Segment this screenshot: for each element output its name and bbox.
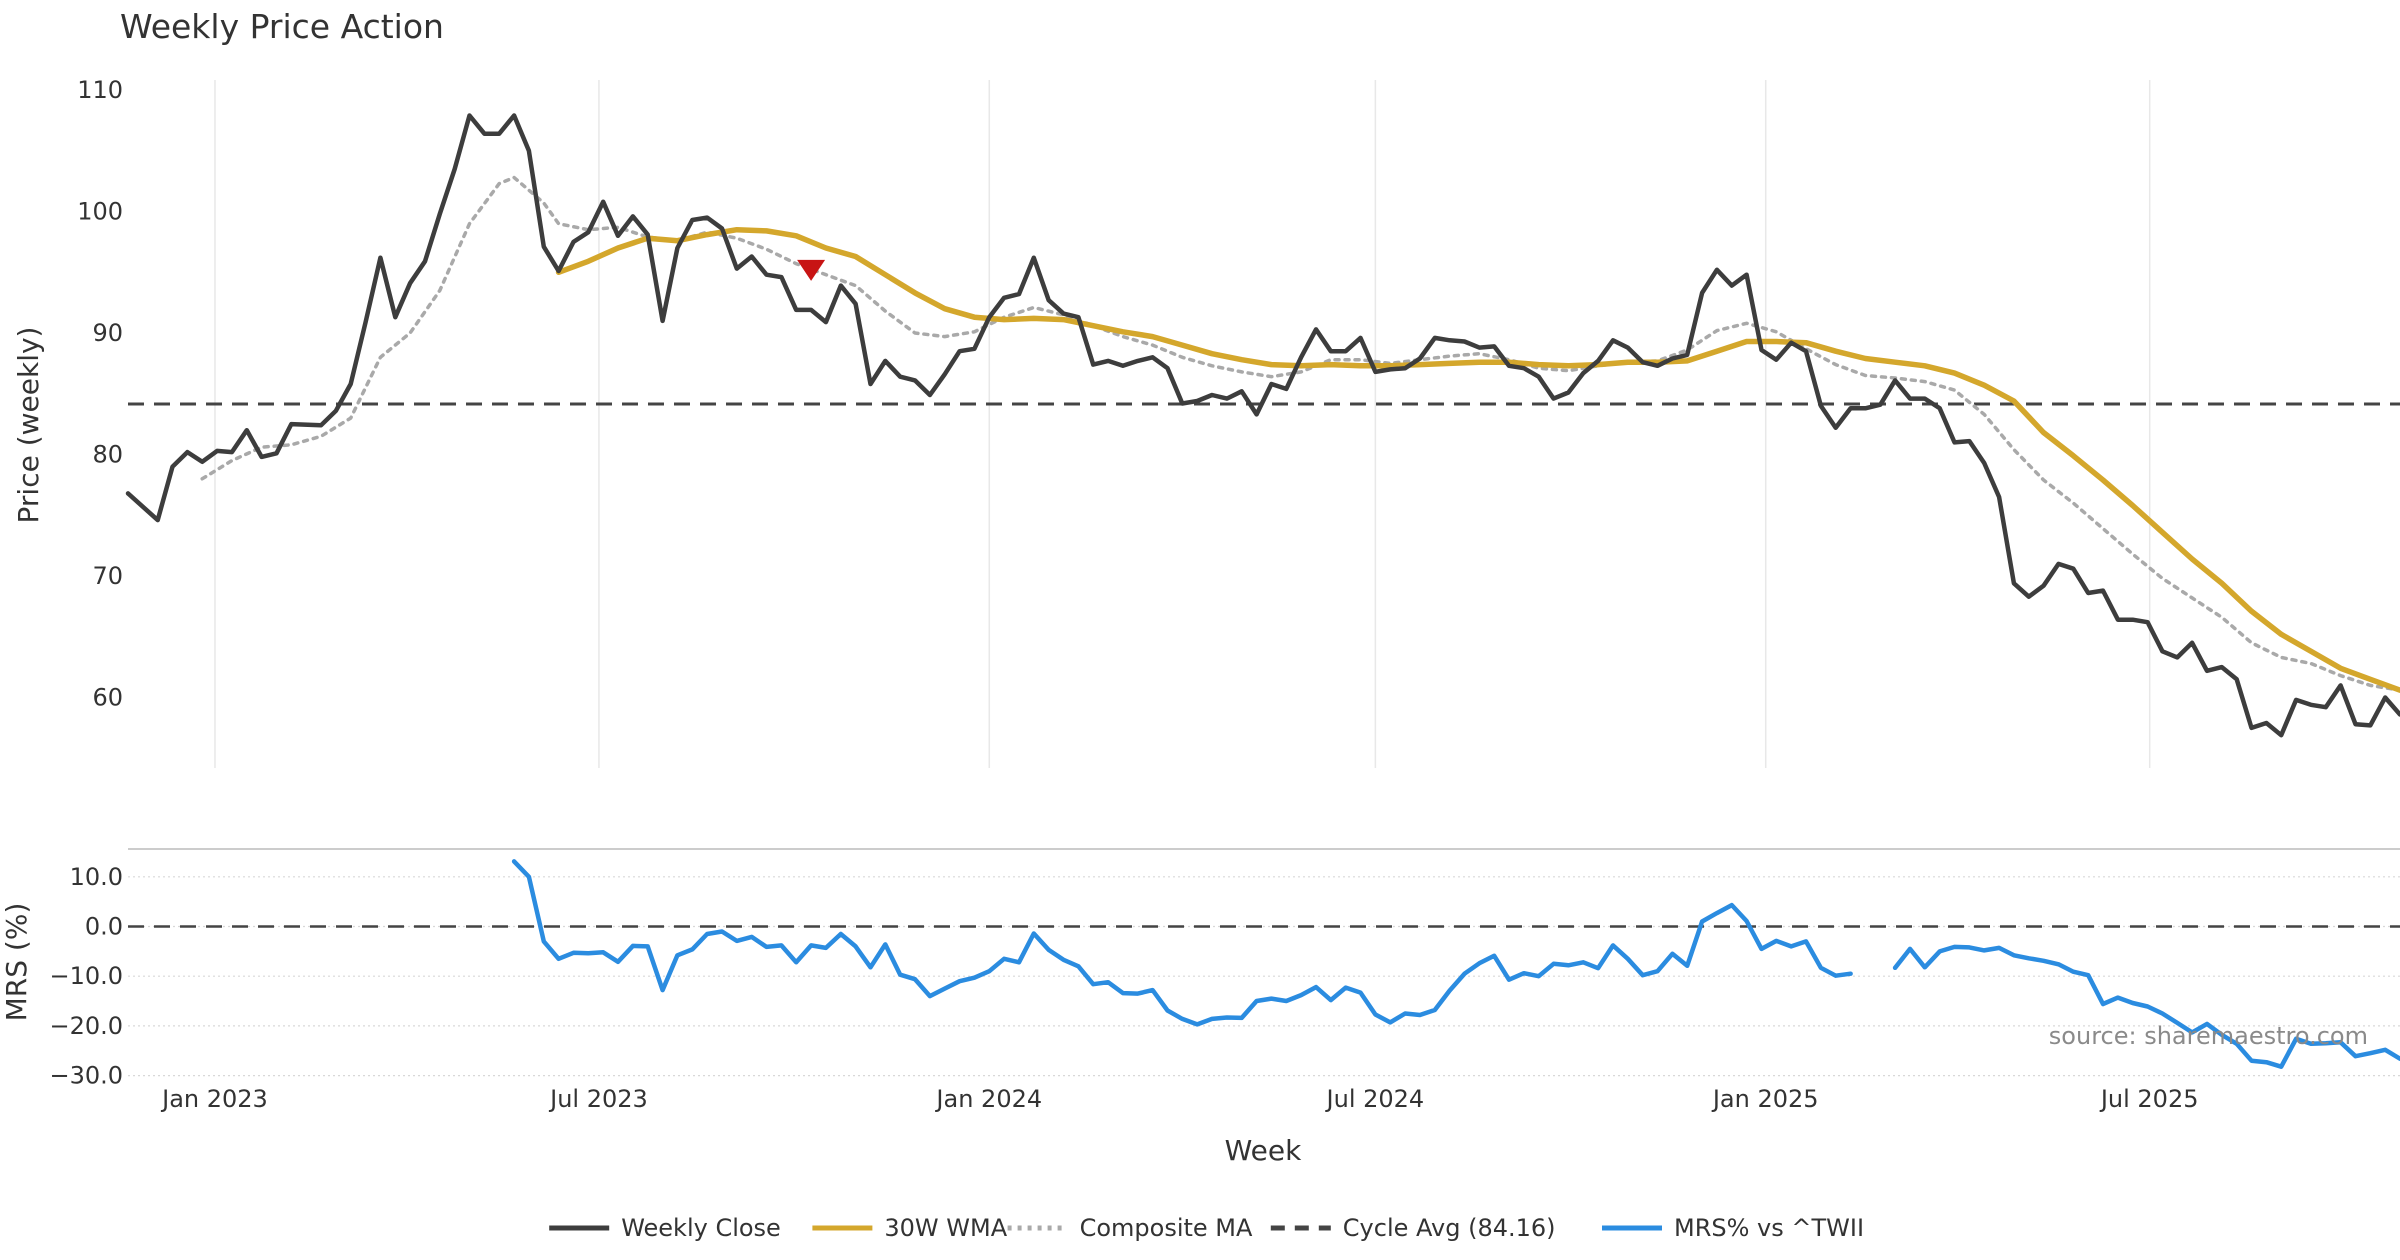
price-y-tick-label: 100 [77, 198, 123, 226]
source-note: source: sharemaestro.com [2049, 1022, 2368, 1050]
price-y-axis: 60 70 80 90 100 110 [77, 76, 123, 712]
legend-label: Composite MA [1080, 1214, 1253, 1242]
legend-label: 30W WMA [884, 1214, 1007, 1242]
price-y-tick-label: 80 [92, 441, 123, 469]
price-y-tick-label: 60 [92, 684, 123, 712]
legend-label: MRS% vs ^TWII [1674, 1214, 1864, 1242]
mrs-line [1892, 944, 2400, 1069]
x-tick-label: Jan 2023 [160, 1085, 268, 1113]
price-y-tick-label: 110 [77, 76, 123, 104]
price-grid [214, 80, 2151, 768]
mrs-y-axis: 10.0 0.0 −10.0 −20.0 −30.0 [49, 863, 123, 1090]
x-axis: Jan 2023 Jul 2023 Jan 2024 Jul 2024 Jan 2025… [160, 1085, 2198, 1113]
legend-label: Weekly Close [621, 1214, 781, 1242]
price-y-tick-label: 70 [92, 562, 123, 590]
mrs-y-tick-label: −10.0 [49, 962, 123, 990]
chart-title: Weekly Price Action [120, 7, 444, 46]
price-y-tick-label: 90 [92, 319, 123, 347]
mrs-grid [128, 876, 2400, 1077]
legend-item: MRS% vs ^TWII [1602, 1214, 1864, 1242]
x-axis-label: Week [1225, 1134, 1302, 1167]
sell-signal-marker [797, 259, 826, 281]
legend-item: Cycle Avg (84.16) [1270, 1214, 1556, 1242]
mrs-y-axis-label: MRS (%) [0, 903, 33, 1022]
price-marker-group [797, 259, 826, 281]
mrs-y-tick-label: −30.0 [49, 1062, 123, 1090]
mrs-line [511, 859, 1853, 1027]
legend: Weekly Close 30W WMA Composite MA Cycle Avg… [549, 1214, 1864, 1242]
x-tick-label: Jan 2025 [1711, 1085, 1819, 1113]
x-tick-label: Jul 2025 [2099, 1085, 2199, 1113]
x-tick-label: Jan 2024 [934, 1085, 1042, 1113]
mrs-y-tick-label: 10.0 [70, 863, 123, 891]
legend-item: 30W WMA [812, 1214, 1008, 1242]
legend-item: Weekly Close [549, 1214, 781, 1242]
x-tick-label: Jul 2023 [548, 1085, 648, 1113]
weekly-close-line [125, 113, 2400, 738]
mrs-y-tick-label: −20.0 [49, 1012, 123, 1040]
mrs-y-tick-label: 0.0 [85, 913, 123, 941]
price-series-group [125, 113, 2400, 738]
composite-ma-line [200, 175, 2400, 692]
x-tick-label: Jul 2024 [1325, 1085, 1425, 1113]
legend-item: Composite MA [1007, 1214, 1253, 1242]
wma-30w-line [555, 226, 2400, 693]
price-y-axis-label: Price (weekly) [12, 327, 45, 524]
legend-label: Cycle Avg (84.16) [1343, 1214, 1556, 1242]
mrs-series-group [511, 859, 2400, 1069]
